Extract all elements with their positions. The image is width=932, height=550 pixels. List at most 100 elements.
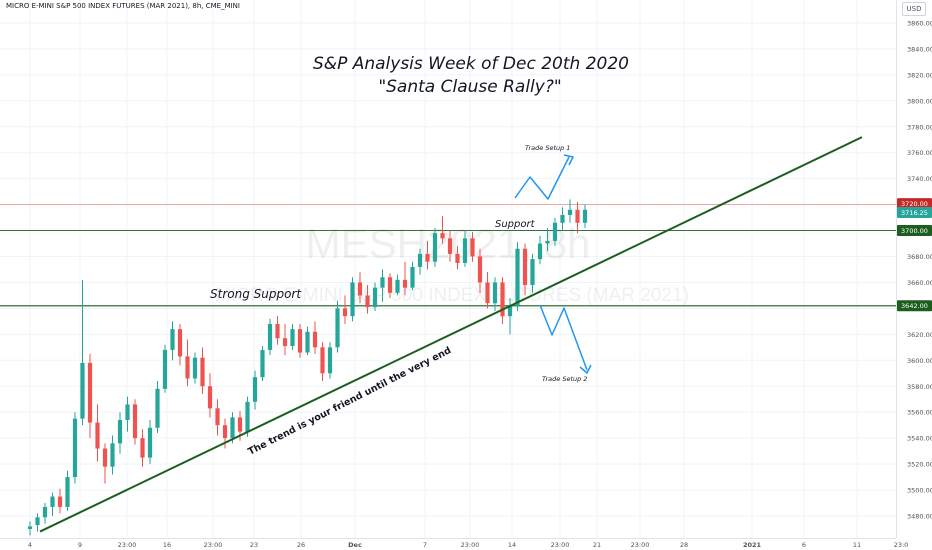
candle-body bbox=[215, 408, 220, 426]
candle-body bbox=[252, 377, 258, 402]
candle-body bbox=[545, 240, 550, 244]
price-label-box bbox=[897, 206, 932, 218]
trade-setup-2-arrowhead bbox=[579, 364, 592, 375]
y-tick-label: 3600.00 bbox=[907, 357, 932, 365]
candle-body bbox=[552, 222, 558, 241]
candle-body bbox=[327, 347, 333, 374]
candle-body bbox=[372, 287, 378, 308]
y-tick-label: 3820.00 bbox=[907, 71, 932, 79]
candle-body bbox=[500, 282, 505, 317]
candle-body bbox=[155, 388, 160, 428]
candle-body bbox=[35, 517, 40, 526]
candle-body bbox=[477, 256, 483, 283]
candles bbox=[27, 199, 588, 536]
candle-body bbox=[267, 323, 273, 350]
candle-body bbox=[410, 266, 415, 288]
candle-body bbox=[387, 277, 393, 293]
candle-body bbox=[560, 214, 565, 223]
candle-body bbox=[507, 305, 513, 317]
candle-body bbox=[140, 438, 145, 458]
horizontal-lines bbox=[0, 204, 896, 307]
candle-body bbox=[87, 362, 93, 423]
x-tick-label: Dec bbox=[348, 541, 362, 549]
candle-body bbox=[312, 331, 318, 348]
candle-body bbox=[72, 418, 78, 478]
candle-body bbox=[297, 329, 303, 353]
candle-body bbox=[260, 349, 265, 378]
chart-title: S&P Analysis Week of Dec 20th 2020 bbox=[313, 54, 629, 74]
watermark: MESH2021, 8h MICRO E-MINI S&P 500 INDEX … bbox=[215, 220, 689, 306]
trendline bbox=[39, 136, 863, 533]
price-label-text: 3700.00 bbox=[901, 227, 928, 235]
candle-body bbox=[200, 357, 205, 387]
candle-body bbox=[162, 349, 168, 389]
x-tick-label: 6 bbox=[802, 541, 806, 549]
candle-body bbox=[402, 279, 408, 288]
candle-body bbox=[567, 209, 573, 215]
candle-body bbox=[342, 308, 348, 317]
y-tick-label: 3860.00 bbox=[907, 19, 932, 27]
candle-body bbox=[335, 308, 340, 348]
trade-setup-1-label: Trade Setup 1 bbox=[525, 144, 570, 152]
candle-body bbox=[447, 238, 453, 254]
candle-body bbox=[417, 253, 423, 267]
trade-setup-1-arrowhead bbox=[563, 154, 575, 166]
x-tick-label: 28 bbox=[680, 541, 688, 549]
price-label-text: 3642.00 bbox=[901, 302, 928, 310]
candle-body bbox=[65, 477, 70, 507]
price-label-text: 3720.00 bbox=[901, 200, 928, 208]
candle-body bbox=[290, 329, 295, 347]
candle-body bbox=[50, 496, 55, 507]
candle-body bbox=[425, 253, 430, 262]
candle-body bbox=[470, 238, 475, 257]
y-tick-label: 3680.00 bbox=[907, 253, 932, 261]
candle-body bbox=[455, 253, 460, 263]
x-tick-label: 23 bbox=[250, 541, 258, 549]
x-tick-label: 23:00 bbox=[118, 541, 137, 549]
candle-body bbox=[575, 209, 580, 223]
candle-body bbox=[522, 248, 528, 286]
candle-body bbox=[485, 282, 490, 304]
candle-body bbox=[170, 329, 175, 350]
x-tick-label: 9 bbox=[78, 541, 82, 549]
y-tick-label: 3560.00 bbox=[907, 409, 932, 417]
candle-body bbox=[582, 209, 588, 223]
currency-button[interactable]: USD bbox=[902, 2, 926, 16]
candle-body bbox=[192, 357, 198, 379]
y-tick-label: 3580.00 bbox=[907, 383, 932, 391]
trade-setup-1-arrow bbox=[514, 156, 570, 200]
time-axis[interactable]: 4 9 23:00 16 23:00 23 26 Dec 7 23:00 14 23:00 21 23:0… bbox=[28, 541, 908, 549]
x-tick-label: 7 bbox=[423, 541, 427, 549]
candle-body bbox=[432, 233, 438, 262]
candle-body bbox=[185, 356, 190, 379]
candle-body bbox=[515, 248, 520, 306]
candle-body bbox=[132, 404, 138, 439]
trade-setup-2-arrow bbox=[539, 304, 588, 371]
strong-support-label: Strong Support bbox=[210, 287, 302, 301]
candle-body bbox=[320, 347, 325, 374]
price-label-text: 3716.25 bbox=[901, 209, 928, 217]
x-tick-label: 14 bbox=[508, 541, 516, 549]
candle-body bbox=[237, 417, 243, 432]
candle-body bbox=[357, 282, 363, 296]
trade-arrows bbox=[514, 154, 592, 375]
candle-body bbox=[207, 386, 213, 409]
candle-body bbox=[245, 401, 250, 432]
x-tick-label: 23:0 bbox=[894, 541, 909, 549]
x-tick-label: 23:00 bbox=[551, 541, 570, 549]
x-tick-label: 11 bbox=[853, 541, 861, 549]
y-tick-label: 3540.00 bbox=[907, 435, 932, 443]
candle-body bbox=[440, 233, 445, 239]
price-label-box bbox=[897, 300, 932, 312]
support-label: Support bbox=[495, 219, 536, 230]
chart-subtitle: "Santa Clause Rally?" bbox=[378, 77, 561, 97]
y-tick-label: 3760.00 bbox=[907, 149, 932, 157]
x-tick-label: 26 bbox=[297, 541, 305, 549]
candle-body bbox=[537, 243, 543, 260]
candle-body bbox=[42, 506, 48, 518]
candle-body bbox=[395, 279, 400, 293]
candle-body bbox=[462, 238, 468, 263]
candle-body bbox=[95, 422, 100, 449]
y-tick-label: 3740.00 bbox=[907, 175, 932, 183]
